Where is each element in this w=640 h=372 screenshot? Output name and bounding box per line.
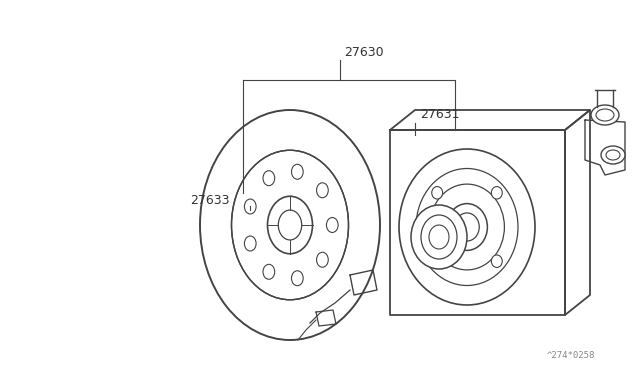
Ellipse shape bbox=[326, 218, 338, 232]
Ellipse shape bbox=[455, 213, 479, 241]
Ellipse shape bbox=[601, 146, 625, 164]
Ellipse shape bbox=[278, 210, 301, 240]
Text: 27633: 27633 bbox=[190, 193, 230, 206]
Ellipse shape bbox=[291, 271, 303, 286]
Ellipse shape bbox=[263, 264, 275, 279]
Text: 27631: 27631 bbox=[420, 109, 460, 122]
Ellipse shape bbox=[591, 105, 619, 125]
Ellipse shape bbox=[263, 171, 275, 186]
Ellipse shape bbox=[411, 205, 467, 269]
Ellipse shape bbox=[244, 236, 256, 251]
Ellipse shape bbox=[291, 164, 303, 179]
Ellipse shape bbox=[447, 203, 488, 250]
Ellipse shape bbox=[492, 187, 502, 199]
Ellipse shape bbox=[200, 110, 380, 340]
Text: ^274*0258: ^274*0258 bbox=[547, 350, 595, 359]
Ellipse shape bbox=[317, 183, 328, 198]
Ellipse shape bbox=[317, 252, 328, 267]
Ellipse shape bbox=[268, 196, 312, 254]
Ellipse shape bbox=[232, 150, 349, 300]
Ellipse shape bbox=[432, 255, 443, 267]
Text: 27630: 27630 bbox=[344, 45, 383, 58]
Ellipse shape bbox=[244, 199, 256, 214]
Ellipse shape bbox=[432, 187, 443, 199]
Ellipse shape bbox=[399, 149, 535, 305]
Ellipse shape bbox=[492, 255, 502, 267]
